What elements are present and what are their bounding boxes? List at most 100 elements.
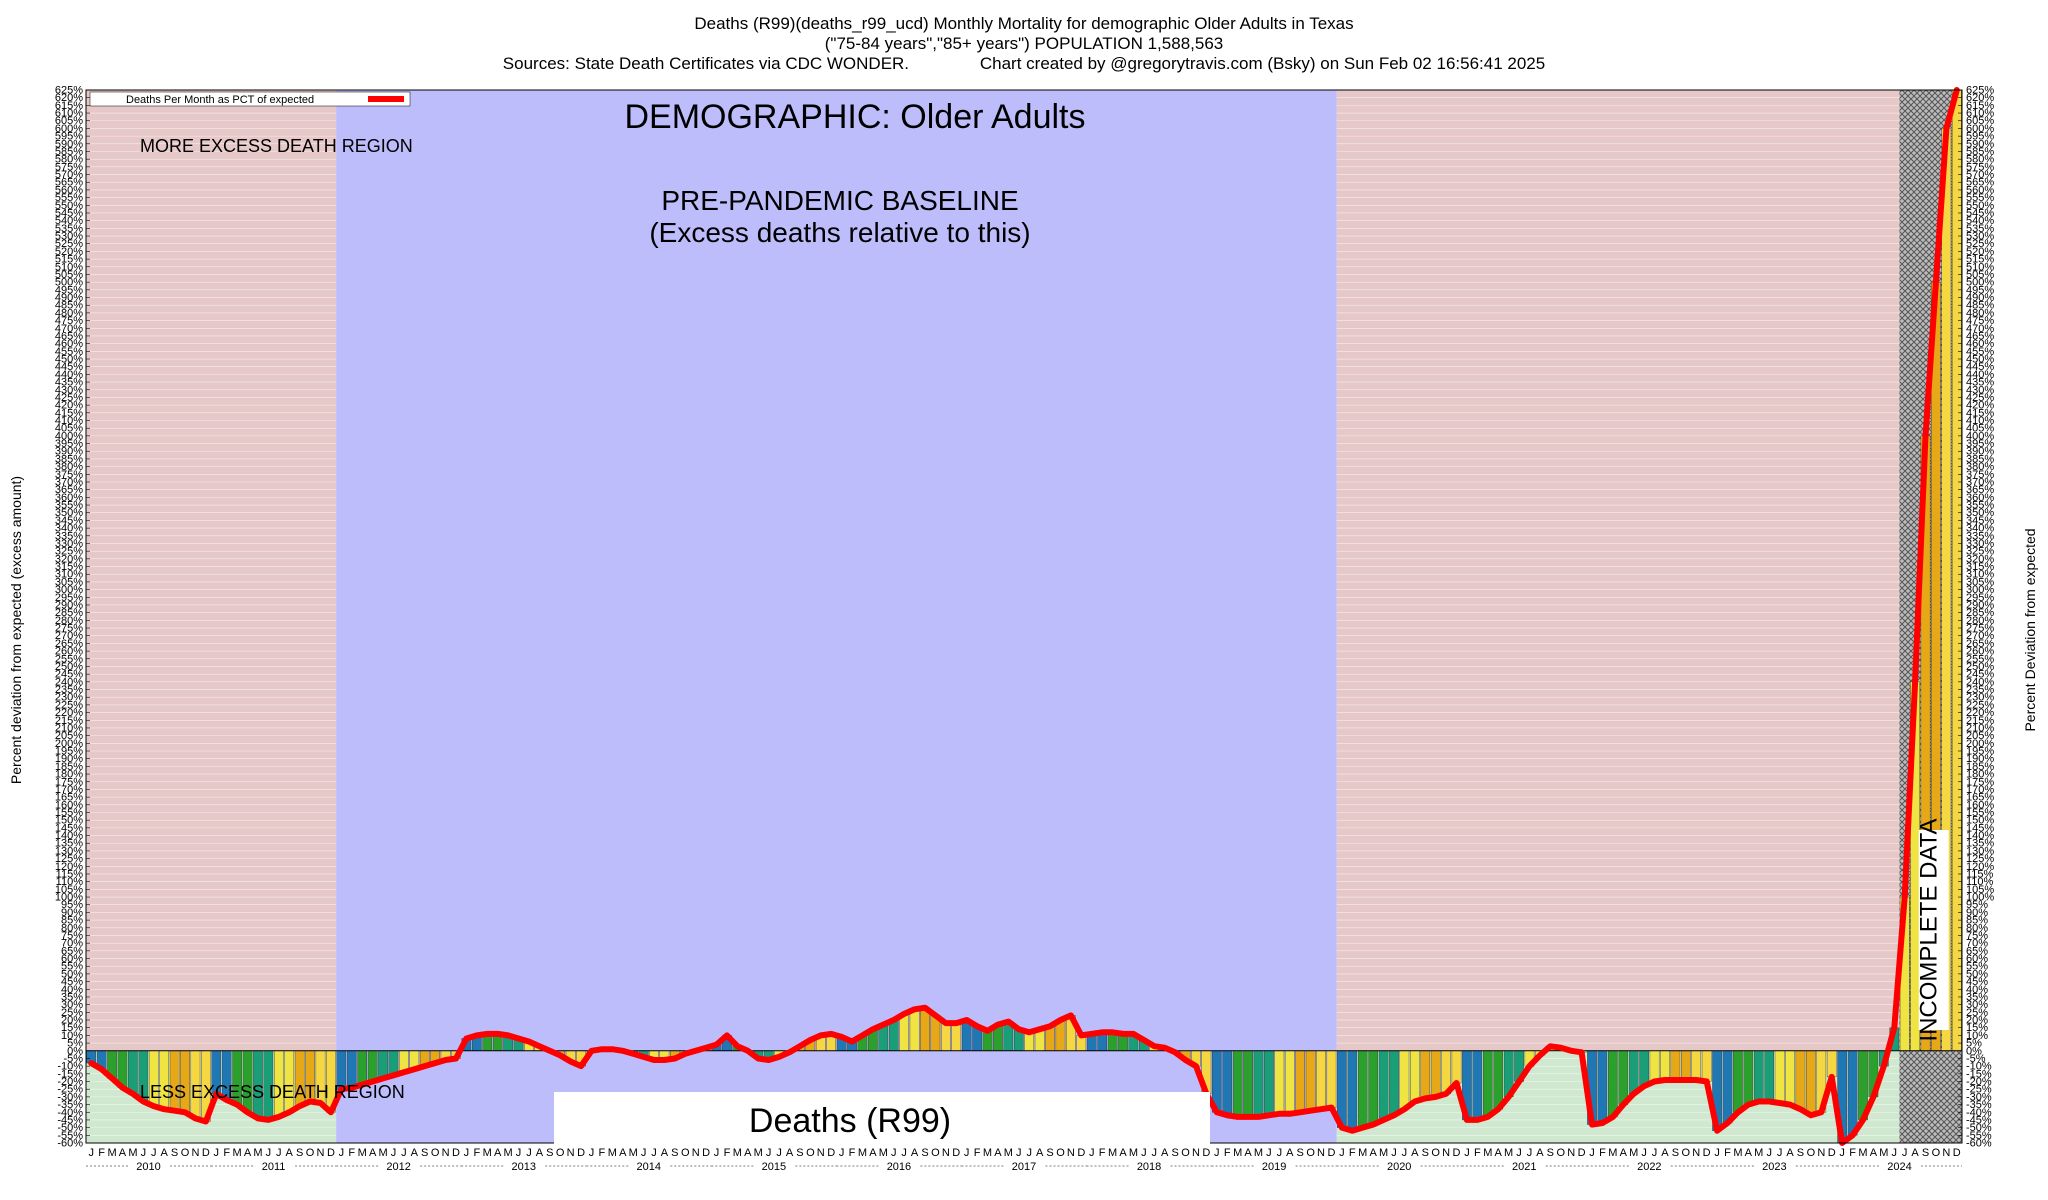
x-month-label: A xyxy=(536,1147,544,1159)
y-tick-label-right: 595% xyxy=(1966,131,1994,143)
bar xyxy=(1795,1050,1806,1110)
bar xyxy=(1378,1050,1389,1121)
x-year-label: 2014 xyxy=(637,1161,661,1173)
y-tick-label-right: 45% xyxy=(1966,976,1988,988)
y-tick-label-right: 245% xyxy=(1966,669,1994,681)
x-month-label: F xyxy=(1599,1147,1606,1159)
x-month-label: D xyxy=(1828,1147,1836,1159)
x-month-label: M xyxy=(983,1147,992,1159)
x-year-label: 2011 xyxy=(262,1161,286,1173)
x-month-label: D xyxy=(827,1147,835,1159)
bar xyxy=(1482,1050,1493,1118)
x-month-label: J xyxy=(1652,1147,1658,1159)
y-tick-label-left: 335% xyxy=(55,530,83,542)
bar xyxy=(1305,1050,1316,1111)
legend-label: Deaths Per Month as PCT of expected xyxy=(126,94,314,106)
bar xyxy=(1701,1050,1712,1082)
x-month-label: M xyxy=(483,1147,492,1159)
x-month-label: N xyxy=(567,1147,575,1159)
x-month-label: J xyxy=(1016,1147,1022,1159)
y-tick-label-right: 50% xyxy=(1966,968,1988,980)
y-tick-label-left: 390% xyxy=(55,446,83,458)
y-tick-label-left: 50% xyxy=(61,968,83,980)
y-tick-label-right: 360% xyxy=(1966,492,1994,504)
x-month-label: M xyxy=(629,1147,638,1159)
bar xyxy=(1597,1050,1608,1124)
y-tick-label-right: 605% xyxy=(1966,115,1994,127)
y-tick-label-right: 285% xyxy=(1966,607,1994,619)
x-month-label: J xyxy=(1089,1147,1095,1159)
y-tick-label-left: 375% xyxy=(55,469,83,481)
excess-region-left xyxy=(86,90,337,1051)
y-tick-label-right: 150% xyxy=(1966,815,1994,827)
y-tick-label-left: 215% xyxy=(55,715,83,727)
baseline-region xyxy=(336,90,1337,1143)
x-month-label: A xyxy=(619,1147,627,1159)
annotation-baseline-2: (Excess deaths relative to this) xyxy=(649,217,1030,248)
x-month-label: O xyxy=(1056,1147,1065,1159)
y-tick-label-left: 240% xyxy=(55,676,83,688)
y-tick-label-left: 65% xyxy=(61,945,83,957)
y-tick-label-right: 420% xyxy=(1966,400,1994,412)
y-tick-label-left: 270% xyxy=(55,630,83,642)
y-axis-label-right: Percent Deviation from expected xyxy=(2022,528,2038,732)
y-tick-label-left: 55% xyxy=(61,961,83,973)
y-tick-label-right: 560% xyxy=(1966,184,1994,196)
year-label-bg xyxy=(503,1159,544,1173)
y-tick-label-left: 150% xyxy=(55,815,83,827)
bar xyxy=(1628,1050,1639,1095)
x-month-label: J xyxy=(401,1147,407,1159)
y-tick-label-right: 220% xyxy=(1966,707,1994,719)
y-tick-label-right: 350% xyxy=(1966,507,1994,519)
x-month-label: A xyxy=(1161,1147,1169,1159)
x-month-label: M xyxy=(608,1147,617,1159)
bar xyxy=(1357,1050,1368,1128)
x-month-label: J xyxy=(1589,1147,1595,1159)
x-month-label: J xyxy=(1516,1147,1522,1159)
y-tick-label-right: 370% xyxy=(1966,476,1994,488)
y-tick-label-right: 115% xyxy=(1966,868,1994,880)
y-tick-label-left: 545% xyxy=(55,207,83,219)
year-label-bg xyxy=(1379,1159,1420,1173)
y-tick-label-left: 5% xyxy=(67,1038,83,1050)
y-tick-label-right: 510% xyxy=(1966,261,1994,273)
bar xyxy=(909,1009,920,1051)
bar xyxy=(1608,1050,1618,1118)
y-tick-label-right: 485% xyxy=(1966,300,1994,312)
y-tick-label-right: 105% xyxy=(1966,884,1994,896)
y-tick-label-left: 60% xyxy=(61,953,83,965)
bar xyxy=(1826,1050,1837,1078)
chart-title: DEMOGRAPHIC: Older Adults xyxy=(624,98,1085,136)
chart-header-line-3: Sources: State Death Certificates via CD… xyxy=(502,54,1546,73)
x-month-label: S xyxy=(421,1147,428,1159)
y-tick-label-right: 330% xyxy=(1966,538,1994,550)
x-month-label: A xyxy=(869,1147,877,1159)
y-tick-label-left: 520% xyxy=(55,246,83,258)
y-tick-label-right: -30% xyxy=(1966,1091,1992,1103)
y-tick-label-right: 35% xyxy=(1966,991,1988,1003)
x-month-label: O xyxy=(1807,1147,1816,1159)
y-tick-label-right: 70% xyxy=(1966,938,1988,950)
bar xyxy=(1951,89,1962,1051)
y-tick-label-right: 515% xyxy=(1966,254,1994,266)
x-month-label: J xyxy=(641,1147,647,1159)
bar xyxy=(1847,1050,1858,1136)
y-tick-label-left: 430% xyxy=(55,384,83,396)
y-tick-label-left: 290% xyxy=(55,599,83,611)
x-month-label: M xyxy=(1254,1147,1263,1159)
y-tick-label-right: 15% xyxy=(1966,1022,1988,1034)
x-year-label: 2017 xyxy=(1012,1161,1036,1173)
x-month-label: O xyxy=(1431,1147,1440,1159)
bar xyxy=(1493,1050,1504,1110)
bar xyxy=(1222,1050,1233,1116)
y-tick-label-left: -10% xyxy=(57,1061,83,1073)
y-tick-label-right: 130% xyxy=(1966,845,1994,857)
y-tick-label-right: 295% xyxy=(1966,592,1994,604)
x-month-label: O xyxy=(1682,1147,1691,1159)
y-tick-label-right: 465% xyxy=(1966,330,1994,342)
y-tick-label-right: 40% xyxy=(1966,984,1988,996)
x-month-label: J xyxy=(88,1147,94,1159)
y-tick-label-right: 440% xyxy=(1966,369,1994,381)
y-tick-label-right: 625% xyxy=(1966,85,1994,97)
y-tick-label-right: 310% xyxy=(1966,569,1994,581)
